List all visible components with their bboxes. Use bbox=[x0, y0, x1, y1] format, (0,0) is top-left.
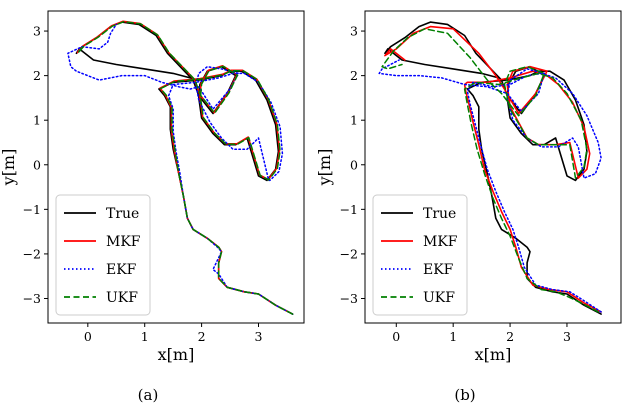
x-tick-label: 3 bbox=[255, 329, 263, 344]
x-tick-label: 1 bbox=[449, 329, 457, 344]
legend-label-mkf: MKF bbox=[423, 234, 458, 250]
legend-box bbox=[372, 194, 468, 316]
x-axis-label: x[m] bbox=[475, 345, 512, 364]
y-tick-label: −1 bbox=[23, 202, 41, 217]
y-tick-label: 2 bbox=[350, 68, 358, 83]
plot-lines bbox=[67, 20, 294, 315]
y-tick-label: 1 bbox=[33, 113, 41, 128]
series-line-true bbox=[384, 21, 602, 315]
y-axis-label: y[m] bbox=[0, 149, 18, 187]
legend-label-mkf: MKF bbox=[106, 234, 141, 250]
plot-lines bbox=[378, 21, 602, 315]
legend-label-true: True bbox=[423, 206, 456, 222]
y-tick-label: −2 bbox=[340, 246, 358, 261]
legend-label-ekf: EKF bbox=[106, 262, 137, 278]
y-axis-label: y[m] bbox=[315, 149, 334, 187]
y-tick-label: 2 bbox=[33, 68, 41, 83]
x-tick-label: 1 bbox=[141, 329, 149, 344]
x-tick-label: 2 bbox=[198, 329, 206, 344]
y-tick-label: 0 bbox=[350, 157, 358, 172]
panel-caption: (b) bbox=[454, 386, 475, 404]
plot-frame bbox=[47, 10, 305, 324]
legend-box bbox=[55, 194, 151, 316]
legend: True MKF EKF UKF bbox=[55, 194, 151, 316]
panel-a: 0 1 2 3 3 2 1 0 −1 −2 −3 x[m] y[m] True MKF EKF UKF (a) bbox=[0, 10, 305, 404]
x-tick-label: 2 bbox=[506, 329, 514, 344]
plot-frame bbox=[364, 10, 622, 324]
series-line-ukf bbox=[77, 20, 294, 315]
legend: True MKF EKF UKF bbox=[372, 194, 468, 316]
panel-caption: (a) bbox=[138, 386, 159, 404]
panel-b: 0 1 2 3 3 2 1 0 −1 −2 −3 x[m] y[m] True MKF EKF UKF (b) bbox=[315, 10, 622, 404]
y-tick-label: −2 bbox=[23, 246, 41, 261]
legend-label-ukf: UKF bbox=[423, 290, 455, 306]
y-tick-label: −3 bbox=[23, 291, 41, 306]
series-line-ekf bbox=[378, 59, 602, 313]
y-tick-label: −3 bbox=[340, 291, 358, 306]
x-axis-label: x[m] bbox=[158, 345, 195, 364]
legend-label-true: True bbox=[106, 206, 139, 222]
legend-label-ukf: UKF bbox=[106, 290, 138, 306]
y-tick-label: −1 bbox=[340, 202, 358, 217]
x-tick-label: 0 bbox=[84, 329, 92, 344]
legend-label-ekf: EKF bbox=[423, 262, 454, 278]
series-line-mkf bbox=[384, 25, 602, 313]
x-tick-label: 3 bbox=[563, 329, 571, 344]
y-tick-label: 0 bbox=[33, 157, 41, 172]
series-line-ukf bbox=[381, 28, 599, 313]
y-tick-label: 3 bbox=[350, 24, 358, 39]
x-tick-label: 0 bbox=[392, 329, 400, 344]
y-tick-label: 3 bbox=[33, 24, 41, 39]
y-tick-label: 1 bbox=[350, 113, 358, 128]
